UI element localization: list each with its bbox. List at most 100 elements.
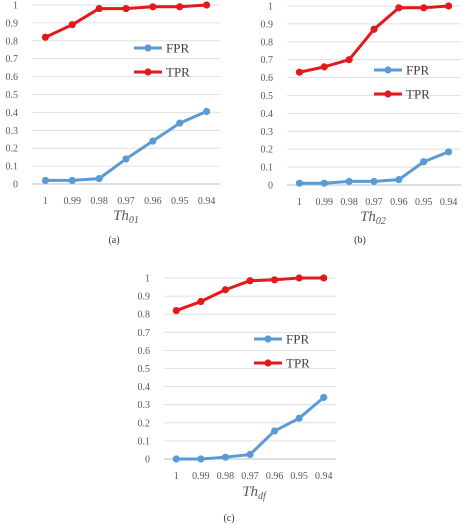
y-tick-label: 0.4 [6,108,19,119]
y-tick-label: 0.6 [138,346,151,357]
y-tick-label: 0.8 [138,310,151,321]
legend-marker-fpr [144,44,152,52]
y-tick-label: 0.1 [138,436,151,447]
y-tick-label: 0.5 [6,90,19,101]
x-tick-labels: 1 0.99 0.98 0.97 0.96 0.95 0.94 [174,471,333,482]
x-tick-label: 0.97 [241,471,259,482]
y-tick-label: 0.6 [6,72,19,83]
data-point-fpr [246,450,254,459]
data-point-tpr [221,286,230,294]
y-tick-label: 0.8 [261,37,274,48]
data-point-fpr [68,176,76,185]
data-point-fpr [320,393,328,402]
panel-caption: (a) [108,235,119,246]
data-point-tpr [270,276,279,284]
legend-label-tpr: TPR [286,356,310,371]
y-tick-label: 0.2 [6,144,19,155]
data-point-tpr [122,4,130,13]
data-point-tpr [172,306,180,315]
x-tick-label: 0.94 [315,471,333,482]
y-tick-label: 0.5 [261,91,274,102]
x-tick-labels: 1 0.99 0.98 0.97 0.96 0.95 0.94 [43,196,215,207]
y-tick-label: 0.3 [138,400,151,411]
x-tick-label: 1 [174,471,179,482]
y-tick-label: 0.6 [261,73,274,84]
y-tick-label: 0.7 [138,328,151,339]
data-point-fpr [345,177,353,186]
series-layer [41,1,211,185]
y-tick-labels: 0 0.1 0.2 0.3 0.4 0.5 0.6 0.7 0.8 0.9 1 [261,2,274,192]
data-point-tpr [68,21,76,29]
y-tick-label: 1 [13,1,18,12]
y-tick-label: 0.7 [6,54,19,65]
legend: FPR TPR [374,63,430,102]
x-tick-label: 0.94 [198,196,216,207]
x-tick-label: 0.95 [171,196,189,207]
y-tick-labels: 0 0.1 0.2 0.3 0.4 0.5 0.6 0.7 0.8 0.9 1 [138,274,151,466]
data-point-fpr [295,414,303,422]
gridlines [287,5,461,168]
series-line-fpr [176,396,325,461]
x-tick-label: 0.99 [316,197,334,208]
y-tick-label: 1 [268,2,273,13]
gridlines [164,277,336,442]
data-point-tpr [395,4,403,12]
data-point-tpr [420,4,428,12]
panel-caption: (b) [354,235,366,246]
x-tick-label: 0.98 [217,471,235,482]
y-tick-label: 0.4 [261,109,274,120]
legend-label-fpr: FPR [166,41,189,56]
y-tick-label: 1 [145,274,150,285]
x-tick-label: 0.98 [90,196,108,207]
y-tick-label: 0.1 [6,162,19,173]
data-point-fpr [172,455,180,463]
data-point-tpr [95,4,103,13]
data-point-fpr [149,137,157,145]
data-point-tpr [149,3,157,11]
y-tick-label: 0.9 [6,18,19,29]
data-point-fpr [95,175,103,183]
chart-panel-a: 0 0.1 0.2 0.3 0.4 0.5 0.6 0.7 0.8 0.9 1 1 0.99 0.98 0… [6,1,220,246]
legend-marker-tpr [144,68,152,76]
legend-label-fpr: FPR [406,63,429,78]
data-point-tpr [246,277,254,285]
data-point-fpr [270,427,279,435]
y-tick-label: 0.9 [261,19,274,30]
x-tick-label: 0.98 [340,197,358,208]
data-point-fpr [122,155,130,163]
x-axis-title: Th01 [113,208,139,226]
data-point-fpr [197,455,205,463]
x-tick-label: 0.95 [290,471,308,482]
legend-marker-tpr [384,90,392,98]
chart-panel-b: 0 0.1 0.2 0.3 0.4 0.5 0.6 0.7 0.8 0.9 1 1 0.99 0.98 0… [261,2,461,246]
data-point-tpr [444,2,453,10]
series-layer [172,274,328,463]
x-tick-label: 0.97 [117,196,135,207]
y-tick-label: 0.1 [261,163,274,174]
data-point-tpr [295,274,303,282]
y-tick-label: 0 [268,181,273,192]
data-point-tpr [202,1,211,9]
legend-marker-fpr [384,66,392,74]
data-point-tpr [345,56,353,64]
y-tick-label: 0.4 [138,382,151,393]
x-tick-label: 0.99 [64,196,82,207]
data-point-fpr [176,119,184,127]
x-axis-title: Th02 [360,209,386,227]
legend-label-tpr: TPR [406,87,430,102]
data-point-tpr [370,25,378,33]
y-tick-label: 0 [13,180,18,191]
data-point-fpr [295,179,304,187]
legend-marker-tpr [264,359,272,367]
legend-label-fpr: FPR [286,332,309,347]
data-point-tpr [320,274,328,282]
x-axis-title: Thdf [242,484,267,502]
y-tick-label: 0.3 [6,126,19,137]
data-point-fpr [202,107,211,116]
x-tick-label: 0.96 [144,196,162,207]
x-tick-label: 0.97 [365,197,383,208]
x-tick-label: 0.96 [390,197,408,208]
data-point-fpr [395,176,403,184]
data-point-tpr [320,63,328,71]
data-point-fpr [444,148,453,156]
